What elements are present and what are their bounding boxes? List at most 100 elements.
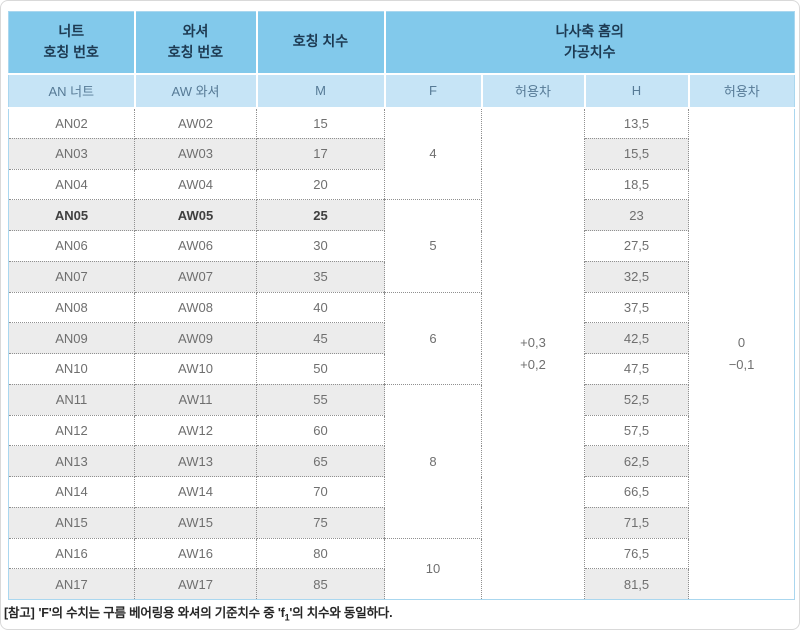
subheader-f-tolerance: 허용차 bbox=[481, 73, 586, 109]
table-row: AN12 AW12 60 57,5 bbox=[8, 415, 795, 447]
cell-m: 50 bbox=[256, 353, 385, 385]
cell-aw: AW16 bbox=[134, 538, 257, 570]
cell-aw: AW06 bbox=[134, 230, 257, 262]
cell-m: 30 bbox=[256, 230, 385, 262]
cell-aw: AW17 bbox=[134, 568, 257, 600]
header-row-main: 너트 호칭 번호 와셔 호칭 번호 호칭 치수 나사축 홈의 가공치수 bbox=[8, 11, 795, 75]
footnote-subscript: 1 bbox=[284, 612, 290, 623]
cell-m: 40 bbox=[256, 292, 385, 324]
cell-h: 81,5 bbox=[584, 568, 689, 600]
subheader-m: M bbox=[256, 73, 386, 109]
cell-h: 18,5 bbox=[584, 169, 689, 201]
table-row: AN08 AW08 40 6 37,5 bbox=[8, 292, 795, 385]
table-row: AN17 AW17 85 81,5 bbox=[8, 568, 795, 600]
cell-m: 17 bbox=[256, 138, 385, 170]
footnote-text: 'F'의 수치는 구름 베어링용 와셔의 기준치수 중 'f bbox=[38, 606, 285, 620]
header-row-sub: AN 너트 AW 와셔 M F 허용차 H 허용차 bbox=[8, 73, 795, 109]
cell-h: 42,5 bbox=[584, 322, 689, 354]
header-nut-number: 너트 호칭 번호 bbox=[8, 11, 136, 75]
cell-aw: AW14 bbox=[134, 476, 257, 508]
cell-h-tolerance: 0 −0,1 bbox=[688, 107, 795, 600]
cell-m: 25 bbox=[256, 199, 385, 231]
cell-h: 37,5 bbox=[584, 292, 689, 324]
table-row: AN03 AW03 17 15,5 bbox=[8, 138, 795, 170]
cell-an: AN17 bbox=[8, 568, 135, 600]
header-washer-number: 와셔 호칭 번호 bbox=[134, 11, 258, 75]
table-row: AN07 AW07 35 32,5 bbox=[8, 261, 795, 293]
cell-an: AN02 bbox=[8, 107, 135, 139]
table-row: AN13 AW13 65 62,5 bbox=[8, 445, 795, 477]
cell-m: 80 bbox=[256, 538, 385, 570]
cell-an: AN12 bbox=[8, 415, 135, 447]
subheader-f: F bbox=[384, 73, 483, 109]
table-body: AN02 AW02 15 4 +0,3 +0,2 13,5 0 −0,1 AN0… bbox=[8, 107, 795, 600]
cell-aw: AW12 bbox=[134, 415, 257, 447]
cell-h: 57,5 bbox=[584, 415, 689, 447]
cell-m: 70 bbox=[256, 476, 385, 508]
table-header: 너트 호칭 번호 와셔 호칭 번호 호칭 치수 나사축 홈의 가공치수 AN 너… bbox=[8, 11, 795, 109]
header-nominal-size: 호칭 치수 bbox=[256, 11, 386, 75]
table-row: AN16 AW16 80 10 76,5 bbox=[8, 538, 795, 600]
cell-an: AN15 bbox=[8, 507, 135, 539]
cell-f-group: 4 bbox=[384, 107, 482, 201]
cell-an: AN10 bbox=[8, 353, 135, 385]
subheader-aw-washer: AW 와셔 bbox=[134, 73, 258, 109]
table-row: AN02 AW02 15 4 +0,3 +0,2 13,5 0 −0,1 bbox=[8, 107, 795, 600]
cell-f-group: 5 bbox=[384, 199, 482, 293]
cell-aw: AW15 bbox=[134, 507, 257, 539]
subheader-h-tolerance: 허용차 bbox=[688, 73, 795, 109]
table-row: AN04 AW04 20 18,5 bbox=[8, 169, 795, 201]
cell-aw: AW08 bbox=[134, 292, 257, 324]
table-row: AN06 AW06 30 27,5 bbox=[8, 230, 795, 262]
cell-an: AN08 bbox=[8, 292, 135, 324]
cell-aw: AW02 bbox=[134, 107, 257, 139]
cell-aw: AW04 bbox=[134, 169, 257, 201]
cell-aw: AW07 bbox=[134, 261, 257, 293]
cell-an: AN05 bbox=[8, 199, 135, 231]
subheader-h: H bbox=[584, 73, 690, 109]
cell-h: 47,5 bbox=[584, 353, 689, 385]
table-row: AN15 AW15 75 71,5 bbox=[8, 507, 795, 539]
cell-m: 55 bbox=[256, 384, 385, 416]
cell-an: AN04 bbox=[8, 169, 135, 201]
table-row: AN14 AW14 70 66,5 bbox=[8, 476, 795, 508]
cell-h: 71,5 bbox=[584, 507, 689, 539]
cell-m: 60 bbox=[256, 415, 385, 447]
subheader-an-nut: AN 너트 bbox=[8, 73, 136, 109]
cell-h: 13,5 bbox=[584, 107, 689, 139]
cell-aw: AW11 bbox=[134, 384, 257, 416]
cell-m: 35 bbox=[256, 261, 385, 293]
cell-h: 23 bbox=[584, 199, 689, 231]
cell-h: 76,5 bbox=[584, 538, 689, 570]
header-groove-dimensions: 나사축 홈의 가공치수 bbox=[384, 11, 795, 75]
cell-m: 85 bbox=[256, 568, 385, 600]
table-row: AN11 AW11 55 8 52,5 bbox=[8, 384, 795, 539]
cell-m: 75 bbox=[256, 507, 385, 539]
table-row: AN09 AW09 45 42,5 bbox=[8, 322, 795, 354]
cell-aw: AW13 bbox=[134, 445, 257, 477]
cell-f-group: 8 bbox=[384, 384, 482, 539]
cell-an: AN07 bbox=[8, 261, 135, 293]
table-row: AN10 AW10 50 47,5 bbox=[8, 353, 795, 385]
cell-an: AN03 bbox=[8, 138, 135, 170]
cell-h: 27,5 bbox=[584, 230, 689, 262]
table-row-highlighted: AN05 AW05 25 5 23 bbox=[8, 199, 795, 293]
cell-aw: AW10 bbox=[134, 353, 257, 385]
cell-an: AN06 bbox=[8, 230, 135, 262]
cell-aw: AW05 bbox=[134, 199, 257, 231]
cell-f-group: 10 bbox=[384, 538, 482, 600]
cell-m: 65 bbox=[256, 445, 385, 477]
cell-m: 45 bbox=[256, 322, 385, 354]
spec-table: 너트 호칭 번호 와셔 호칭 번호 호칭 치수 나사축 홈의 가공치수 AN 너… bbox=[8, 11, 796, 600]
cell-h: 66,5 bbox=[584, 476, 689, 508]
cell-an: AN14 bbox=[8, 476, 135, 508]
cell-an: AN11 bbox=[8, 384, 135, 416]
cell-m: 15 bbox=[256, 107, 385, 139]
footnote-label: [참고] bbox=[4, 606, 35, 620]
cell-an: AN09 bbox=[8, 322, 135, 354]
cell-m: 20 bbox=[256, 169, 385, 201]
cell-h: 62,5 bbox=[584, 445, 689, 477]
footnote-text-end: '의 치수와 동일하다. bbox=[289, 606, 393, 620]
cell-f-tolerance: +0,3 +0,2 bbox=[481, 107, 585, 600]
